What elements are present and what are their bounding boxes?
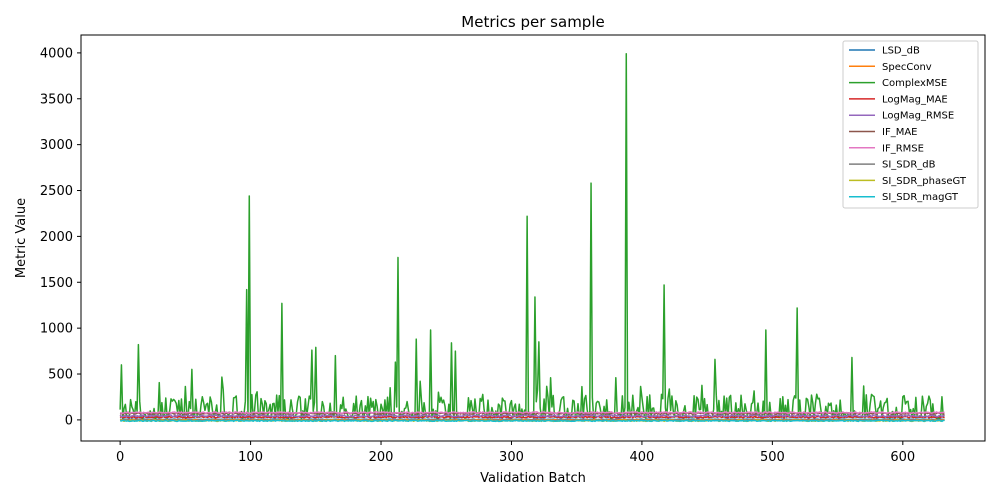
y-tick-label: 1500: [40, 276, 73, 291]
x-tick-label: 500: [760, 450, 785, 465]
y-tick-label: 2500: [40, 184, 73, 199]
legend-label: LogMag_MAE: [882, 94, 948, 105]
legend-label: LSD_dB: [882, 46, 920, 57]
series-line-if-mae: [119, 411, 945, 415]
x-tick-label: 100: [238, 450, 263, 465]
y-tick-label: 3000: [40, 138, 73, 153]
series-line-logmag-rmse: [119, 414, 945, 418]
legend-label: IF_RMSE: [882, 143, 924, 154]
x-tick-label: 0: [116, 450, 124, 465]
legend-label: LogMag_RMSE: [882, 111, 954, 122]
series-line-si-sdr-maggt: [119, 419, 945, 423]
legend-box: [842, 40, 979, 209]
x-tick-label: 400: [630, 450, 655, 465]
chart-title: Metrics per sample: [461, 13, 604, 31]
x-tick-label: 300: [499, 450, 524, 465]
legend: LSD_dB SpecConv ComplexMSE LogMag_MAE LogMag…: [842, 40, 979, 209]
y-tick-label: 0: [65, 413, 73, 428]
y-tick-label: 4000: [40, 46, 73, 61]
legend-label: SI_SDR_dB: [882, 160, 936, 171]
y-tick-label: 500: [48, 368, 73, 383]
series-layer: [119, 53, 945, 423]
series-line-if-rmse: [119, 411, 945, 415]
legend-label: SI_SDR_magGT: [882, 192, 959, 203]
y-tick-label: 1000: [40, 322, 73, 337]
plot-area: [81, 35, 985, 441]
legend-label: SI_SDR_phaseGT: [882, 176, 967, 187]
x-tick-label: 200: [369, 450, 394, 465]
legend-label: SpecConv: [882, 62, 932, 73]
y-tick-label: 2000: [40, 230, 73, 245]
plot-frame: [80, 34, 986, 442]
x-axis-title: Validation Batch: [480, 471, 586, 486]
legend-label: IF_MAE: [882, 127, 918, 138]
y-axis-title: Metric Value: [14, 198, 29, 278]
x-ticks: 0 100 200 300 400 500 600: [116, 441, 915, 465]
x-tick-label: 600: [890, 450, 915, 465]
y-tick-label: 3500: [40, 92, 73, 107]
series-line-si-sdr-db: [119, 418, 945, 422]
legend-label: ComplexMSE: [882, 78, 947, 89]
y-ticks: 0 500 1000 1500 2000 2500 3000 3500 4000: [40, 46, 81, 428]
